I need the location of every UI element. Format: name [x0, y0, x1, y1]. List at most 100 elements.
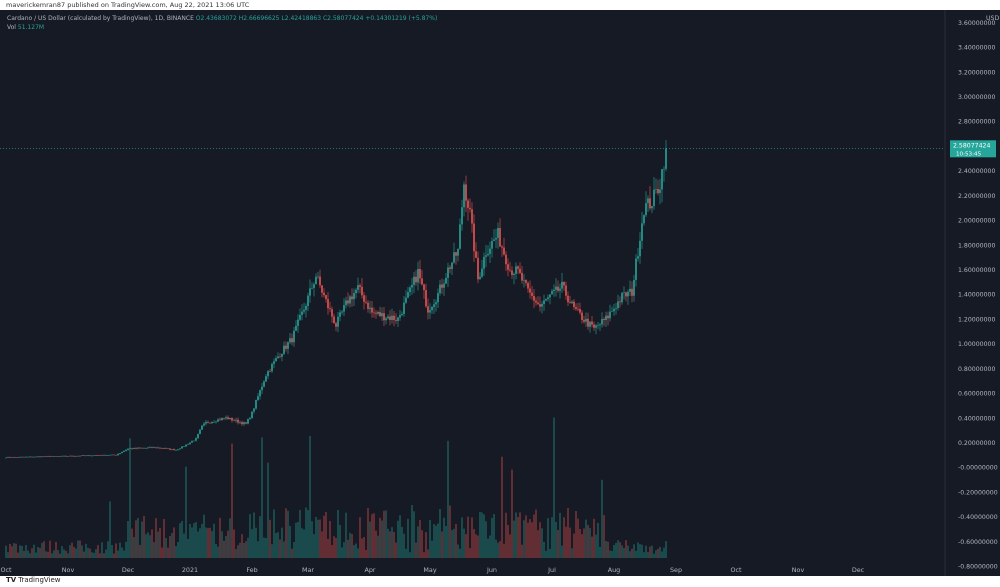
volume-bar	[477, 535, 479, 558]
candle-body	[225, 417, 227, 419]
candle-body	[21, 456, 23, 458]
volume-bar	[159, 527, 161, 558]
volume-bar	[93, 552, 95, 558]
volume-bar	[643, 552, 645, 558]
volume-bar	[259, 516, 261, 558]
volume-bar	[379, 517, 381, 558]
candle-body	[337, 316, 339, 327]
volume-bar	[391, 527, 393, 558]
candle-body	[521, 272, 523, 281]
volume-bar	[133, 537, 135, 558]
volume-bar	[503, 543, 505, 558]
candle-body	[219, 419, 221, 421]
candle-body	[549, 294, 551, 298]
candle-body	[165, 448, 167, 449]
candle-body	[537, 302, 539, 305]
volume-bar	[161, 547, 163, 558]
volume-bar	[347, 539, 349, 558]
volume-bar	[49, 540, 51, 558]
candle-body	[377, 312, 379, 314]
volume-bar	[637, 542, 639, 558]
candle-body	[179, 448, 181, 450]
candle-body	[119, 453, 121, 454]
candle-body	[293, 330, 295, 343]
volume-legend[interactable]: Vol 51.127M	[7, 24, 44, 31]
volume-bar	[331, 545, 333, 558]
y-tick-label: 2.20000000	[958, 193, 995, 200]
volume-bar	[221, 531, 223, 558]
x-tick-label: Jul	[547, 566, 556, 574]
volume-bar	[47, 551, 49, 558]
volume-bar	[307, 510, 309, 558]
candle-body	[441, 284, 443, 288]
volume-bar	[245, 541, 247, 558]
candle-body	[569, 302, 571, 304]
candle-body	[51, 456, 53, 458]
candle-body	[177, 449, 179, 451]
candle-body	[107, 455, 109, 456]
volume-bar	[89, 548, 91, 558]
volume-bar	[329, 520, 331, 558]
candle-body	[333, 316, 335, 324]
volume-bar	[561, 545, 563, 558]
candle-body	[585, 318, 587, 322]
volume-bar	[365, 549, 367, 558]
volume-bar	[247, 537, 249, 558]
price-chart-svg[interactable]: 3.60000000 3.40000000 3.20000000 3.00000000…	[0, 10, 1000, 576]
symbol-legend[interactable]: Cardano / US Dollar (calculated by Tradi…	[7, 15, 437, 22]
volume-bar	[527, 522, 529, 558]
candle-body	[95, 455, 97, 456]
candle-body	[395, 319, 397, 321]
candle-body	[423, 284, 425, 291]
volume-bar	[163, 518, 165, 558]
candle-body	[203, 423, 205, 426]
volume-bar	[211, 531, 213, 558]
volume-bar	[17, 552, 19, 558]
volume-bar	[505, 512, 507, 558]
candle-body	[137, 447, 139, 449]
candle-body	[91, 455, 93, 457]
volume-bar	[481, 512, 483, 558]
volume-bar	[377, 535, 379, 558]
candle-body	[115, 454, 117, 456]
candle-body	[609, 311, 611, 319]
candle-body	[457, 248, 459, 256]
candle-body	[205, 422, 207, 424]
volume-bar	[585, 519, 587, 558]
volume-bar	[639, 544, 641, 558]
volume-bar	[9, 543, 11, 558]
volume-bar	[543, 542, 545, 558]
volume-bar	[239, 542, 241, 558]
volume-bar	[525, 515, 527, 558]
candle-body	[425, 290, 427, 307]
volume-bar	[655, 550, 657, 558]
volume-bar	[69, 545, 71, 558]
candle-body	[341, 311, 343, 313]
volume-bar	[153, 542, 155, 558]
volume-bar	[193, 523, 195, 558]
x-tick-label: Dec	[122, 566, 135, 574]
candle-body	[301, 311, 303, 315]
volume-bar	[511, 469, 513, 558]
volume-bar	[147, 532, 149, 558]
candle-body	[653, 189, 655, 207]
volume-bar	[593, 518, 595, 558]
candle-body	[477, 257, 479, 280]
volume-bar	[387, 528, 389, 558]
candle-body	[435, 302, 437, 305]
volume-bar	[431, 540, 433, 558]
x-tick-label: Jun	[486, 566, 497, 574]
volume-bar	[135, 520, 137, 558]
candle-body	[331, 309, 333, 317]
volume-bar	[441, 531, 443, 558]
candle-body	[559, 288, 561, 291]
candle-body	[357, 285, 359, 290]
volume-bar	[261, 437, 263, 558]
candle-body	[641, 223, 643, 241]
published-line: maverickemran87 published on TradingView…	[6, 1, 250, 9]
candle-body	[81, 455, 83, 457]
volume-bar	[549, 548, 551, 558]
chart-pane[interactable]: 3.60000000 3.40000000 3.20000000 3.00000000…	[0, 10, 1000, 576]
candle-body	[131, 448, 133, 450]
